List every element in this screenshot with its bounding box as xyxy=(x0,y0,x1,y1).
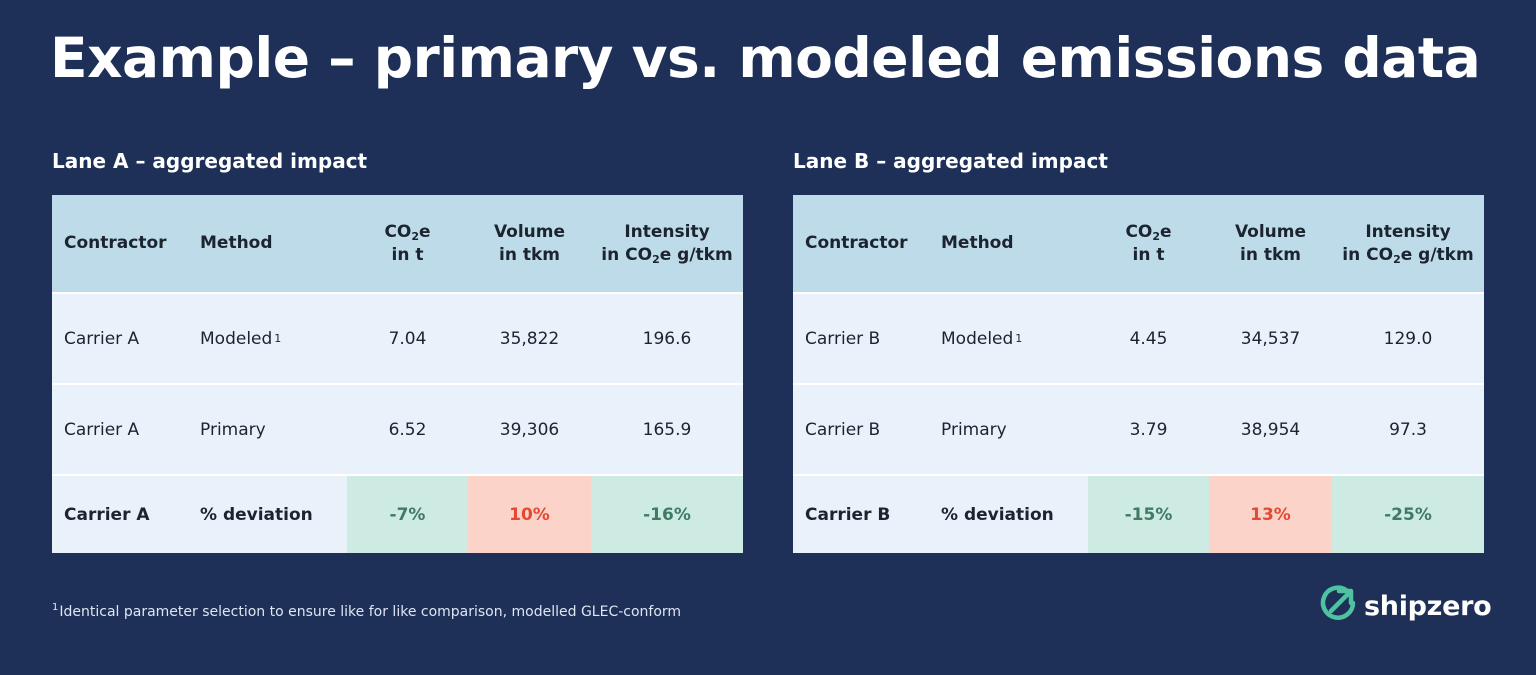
logo-wordmark: shipzero xyxy=(1364,590,1492,622)
lane-b-section: Lane B – aggregated impact Contractor Me… xyxy=(793,146,1484,553)
footnote: 1Identical parameter selection to ensure… xyxy=(52,602,682,621)
cell-intensity: 165.9 xyxy=(642,419,692,440)
cell-contractor: Carrier B xyxy=(805,504,891,525)
shipzero-logo-icon xyxy=(1319,584,1359,628)
table-row: Carrier B Modeled 1 4.45 34,537 129.0 xyxy=(793,294,1484,383)
table-header-row: Contractor Method CO2e in t Volume in tkm … xyxy=(793,195,1484,292)
cell-method: Primary xyxy=(200,419,266,440)
header-contractor: Contractor xyxy=(805,233,908,253)
cell-method: Modeled 1 xyxy=(941,328,1023,349)
cell-co2e: 4.45 xyxy=(1129,328,1168,349)
deviation-co2e: -7% xyxy=(347,476,468,553)
header-contractor: Contractor xyxy=(64,233,167,253)
deviation-row: Carrier B % deviation -15% 13% -25% xyxy=(793,476,1484,553)
table-header-row: Contractor Method CO2e in t Volume in tkm … xyxy=(52,195,743,292)
row-divider xyxy=(793,383,1484,385)
cell-volume: 34,537 xyxy=(1240,328,1301,349)
row-divider xyxy=(52,383,743,385)
cell-intensity: 196.6 xyxy=(642,328,692,349)
cell-contractor: Carrier A xyxy=(64,419,140,440)
cell-contractor: Carrier B xyxy=(805,419,881,440)
lane-b-table: Contractor Method CO2e in t Volume in tkm … xyxy=(793,195,1484,553)
row-divider xyxy=(52,292,743,294)
deviation-intensity: -25% xyxy=(1332,476,1484,553)
header-volume: Volume in tkm xyxy=(493,221,566,265)
cell-co2e: 3.79 xyxy=(1129,419,1168,440)
shipzero-logo: shipzero xyxy=(1319,584,1492,628)
header-co2e: CO2e in t xyxy=(1125,221,1172,265)
cell-co2e: 6.52 xyxy=(388,419,427,440)
cell-volume: 38,954 xyxy=(1240,419,1301,440)
header-intensity: Intensity in CO2e g/tkm xyxy=(601,221,733,266)
table-row: Carrier A Primary 6.52 39,306 165.9 xyxy=(52,385,743,474)
row-divider xyxy=(793,474,1484,476)
lane-a-section: Lane A – aggregated impact Contractor Me… xyxy=(52,146,743,553)
cell-method: Primary xyxy=(941,419,1007,440)
lane-a-title: Lane A – aggregated impact xyxy=(52,149,368,173)
cell-volume: 35,822 xyxy=(499,328,560,349)
footnote-marker: 1 xyxy=(52,602,59,613)
deviation-co2e: -15% xyxy=(1088,476,1209,553)
deviation-volume: 13% xyxy=(1209,476,1332,553)
table-row: Carrier A Modeled 1 7.04 35,822 196.6 xyxy=(52,294,743,383)
header-co2e: CO2e in t xyxy=(384,221,431,265)
cell-volume: 39,306 xyxy=(499,419,560,440)
deviation-intensity: -16% xyxy=(591,476,743,553)
table-row: Carrier B Primary 3.79 38,954 97.3 xyxy=(793,385,1484,474)
cell-method: Modeled 1 xyxy=(200,328,282,349)
lane-b-title: Lane B – aggregated impact xyxy=(793,149,1108,173)
deviation-row: Carrier A % deviation -7% 10% -16% xyxy=(52,476,743,553)
cell-method: % deviation xyxy=(941,504,1054,525)
cell-method: % deviation xyxy=(200,504,313,525)
lane-a-table: Contractor Method CO2e in t Volume in tkm … xyxy=(52,195,743,553)
row-divider xyxy=(52,474,743,476)
page-title: Example – primary vs. modeled emissions … xyxy=(50,26,1481,90)
cell-contractor: Carrier A xyxy=(64,328,140,349)
cell-co2e: 7.04 xyxy=(388,328,427,349)
cell-intensity: 129.0 xyxy=(1383,328,1433,349)
cell-contractor: Carrier B xyxy=(805,328,881,349)
header-method: Method xyxy=(200,233,273,253)
header-volume: Volume in tkm xyxy=(1234,221,1307,265)
cell-contractor: Carrier A xyxy=(64,504,150,525)
header-method: Method xyxy=(941,233,1014,253)
header-intensity: Intensity in CO2e g/tkm xyxy=(1342,221,1474,266)
deviation-volume: 10% xyxy=(468,476,591,553)
footnote-text: Identical parameter selection to ensure … xyxy=(59,604,682,620)
row-divider xyxy=(793,292,1484,294)
cell-intensity: 97.3 xyxy=(1389,419,1427,440)
